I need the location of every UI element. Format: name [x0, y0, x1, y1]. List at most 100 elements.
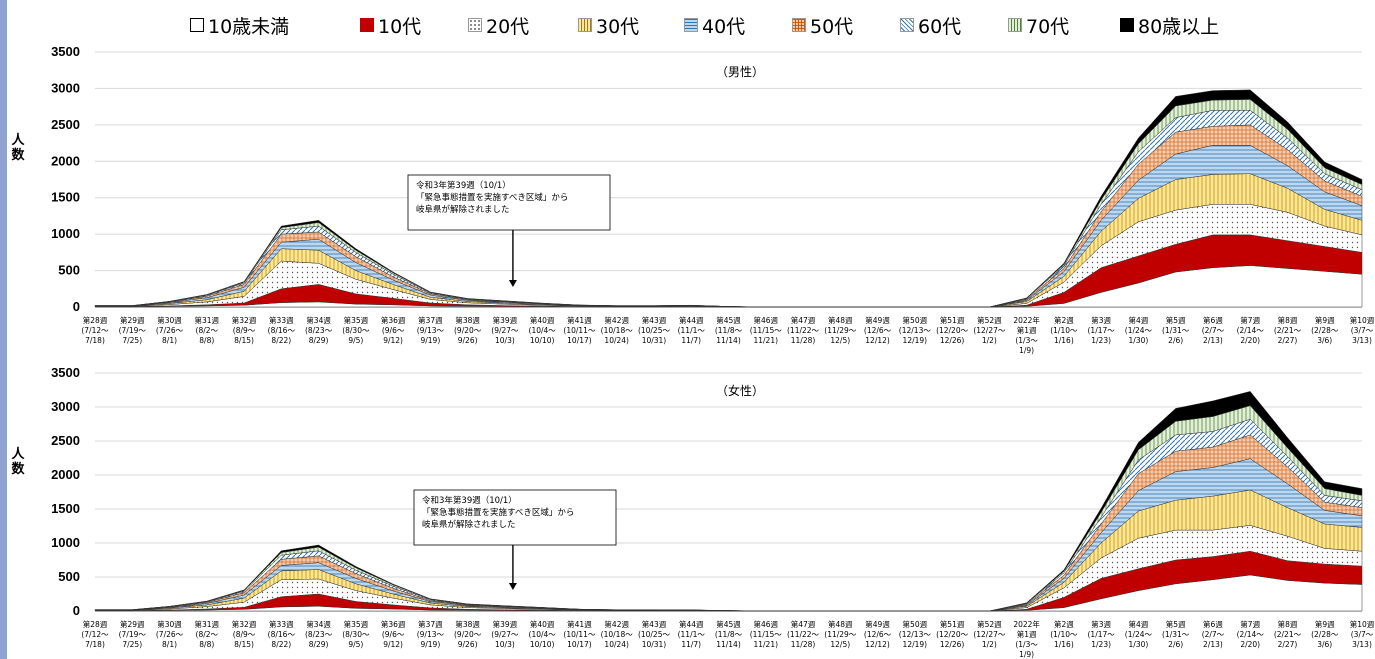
x-tick-line: 第1週: [1017, 629, 1037, 639]
x-tick-line: 第33週: [269, 619, 294, 629]
x-tick-line: 第32週: [232, 619, 257, 629]
x-tick-line: (9/13～: [417, 326, 445, 335]
legend-label: 30代: [596, 15, 640, 38]
x-tick-line: 第3週: [1091, 619, 1111, 629]
x-tick-line: (10/4～: [529, 326, 557, 335]
y-tick-label: 0: [73, 603, 80, 618]
x-tick-line: 2/20): [1240, 336, 1260, 345]
x-tick-line: 12/19): [903, 336, 928, 345]
x-tick-line: 12/5): [830, 336, 850, 345]
x-tick-label: 第10週(3/7～ 3/13): [1350, 619, 1375, 649]
x-tick-line: 9/19): [420, 336, 440, 345]
x-tick-line: 11/28): [791, 640, 816, 649]
x-tick-label: 第29週(7/19～ 7/25): [119, 619, 147, 649]
x-tick-line: (1/31～: [1162, 630, 1190, 639]
x-tick-line: 11/14): [716, 640, 741, 649]
x-tick-label: 第39週(9/27～ 10/3): [491, 315, 519, 345]
annotation-arrowhead: [508, 583, 517, 590]
x-tick-line: (1/24～: [1125, 326, 1153, 335]
x-tick-label: 2022年第1週(1/3～ 1/9): [1013, 315, 1040, 355]
x-tick-line: 7/25): [122, 336, 142, 345]
legend-item: 50代: [792, 12, 853, 38]
x-tick-label: 第50週(12/13～ 12/19): [899, 619, 932, 649]
x-tick-line: (12/6～: [864, 630, 892, 639]
x-tick-label: 第30週(7/26～ 8/1): [156, 315, 184, 345]
x-tick-line: (12/13～: [899, 630, 932, 639]
x-tick-line: 11/21): [753, 640, 778, 649]
x-tick-line: (2/21～: [1274, 326, 1302, 335]
x-tick-label: 第37週(9/13～ 9/19): [417, 315, 445, 345]
x-tick-line: 第34週: [306, 315, 331, 325]
x-tick-label: 2022年第1週(1/3～ 1/9): [1013, 619, 1040, 659]
x-tick-line: 7/18): [85, 336, 105, 345]
x-tick-line: 2/6): [1168, 640, 1183, 649]
x-tick-label: 第10週(3/7～ 3/13): [1350, 315, 1375, 345]
y-tick-label: 2500: [51, 117, 80, 132]
legend-swatch: [1008, 18, 1022, 32]
annotation-text: 「緊急事態措置を実施すべき区域」から: [416, 192, 568, 203]
legend-item: 30代: [578, 12, 639, 38]
y-tick-label: 3000: [51, 80, 80, 95]
x-tick-label: 第50週(12/13～ 12/19): [899, 315, 932, 345]
x-tick-line: (7/26～: [156, 326, 184, 335]
x-tick-label: 第30週(7/26～ 8/1): [156, 619, 184, 649]
x-tick-line: (1/24～: [1125, 630, 1153, 639]
x-tick-line: 第10週: [1350, 619, 1375, 629]
x-tick-line: 10/24): [604, 640, 629, 649]
x-tick-line: (11/1～: [678, 326, 706, 335]
x-tick-line: 11/14): [716, 336, 741, 345]
x-tick-line: 第7週: [1240, 315, 1260, 325]
x-tick-line: 2/13): [1203, 336, 1223, 345]
legend-item: 80歳以上: [1120, 12, 1219, 38]
x-tick-line: (12/6～: [864, 326, 892, 335]
x-tick-line: 第35週: [344, 619, 369, 629]
x-tick-line: (7/26～: [156, 630, 184, 639]
legend-swatch: [578, 18, 592, 32]
legend-label: 70代: [1026, 15, 1070, 38]
x-tick-line: 12/26): [940, 640, 965, 649]
x-tick-line: (1/17～: [1088, 326, 1116, 335]
x-tick-line: 8/29): [309, 336, 329, 345]
x-tick-line: (7/12～: [81, 630, 109, 639]
x-tick-line: 第49週: [865, 315, 890, 325]
x-tick-line: 第48週: [828, 315, 853, 325]
x-tick-label: 第49週(12/6～ 12/12): [864, 619, 892, 649]
x-tick-line: 8/15): [234, 336, 254, 345]
x-tick-label: 第46週(11/15～ 11/21): [750, 315, 783, 345]
x-tick-line: 9/5): [348, 640, 363, 649]
x-tick-line: 第7週: [1240, 619, 1260, 629]
x-tick-label: 第33週(8/16～ 8/22): [268, 315, 296, 345]
x-tick-label: 第48週(11/29～ 12/5): [824, 619, 857, 649]
x-tick-label: 第9週(2/28～ 3/6): [1311, 315, 1339, 345]
x-tick-line: 第44週: [679, 315, 704, 325]
x-tick-line: 10/3): [495, 336, 515, 345]
legend-item: 10歳未満: [190, 12, 289, 38]
panel-title: （女性）: [716, 383, 764, 398]
x-tick-line: 第29週: [120, 315, 145, 325]
x-tick-line: 第52週: [977, 619, 1002, 629]
x-tick-label: 第6週(2/7～ 2/13): [1202, 315, 1225, 345]
x-tick-line: (2/21～: [1274, 630, 1302, 639]
x-tick-line: (11/15～: [750, 326, 783, 335]
x-tick-label: 第45週(11/8～ 11/14): [715, 619, 743, 649]
y-axis-label: 人数: [11, 132, 25, 163]
x-tick-line: 第5週: [1166, 619, 1186, 629]
y-tick-label: 1000: [51, 535, 80, 550]
male-chart: 0500100015002000250030003500人数（男性）第28週(7…: [11, 44, 1374, 355]
x-tick-label: 第7週(2/14～ 2/20): [1237, 619, 1265, 649]
x-tick-line: (12/13～: [899, 326, 932, 335]
x-tick-line: 1/23): [1091, 336, 1111, 345]
annotation-arrowhead: [508, 280, 517, 287]
x-tick-line: 第42週: [604, 619, 629, 629]
x-tick-line: 1/23): [1091, 640, 1111, 649]
x-tick-line: 2/27): [1278, 640, 1298, 649]
left-accent-bar: [0, 0, 7, 659]
x-tick-line: 第44週: [679, 619, 704, 629]
x-tick-line: 第30週: [157, 619, 182, 629]
x-tick-label: 第34週(8/23～ 8/29): [305, 315, 333, 345]
x-tick-line: 1/16): [1054, 336, 1074, 345]
x-tick-line: (2/28～: [1311, 326, 1339, 335]
x-tick-line: 12/12): [865, 640, 890, 649]
x-tick-label: 第28週(7/12～ 7/18): [81, 619, 109, 649]
x-tick-line: 第37週: [418, 619, 443, 629]
